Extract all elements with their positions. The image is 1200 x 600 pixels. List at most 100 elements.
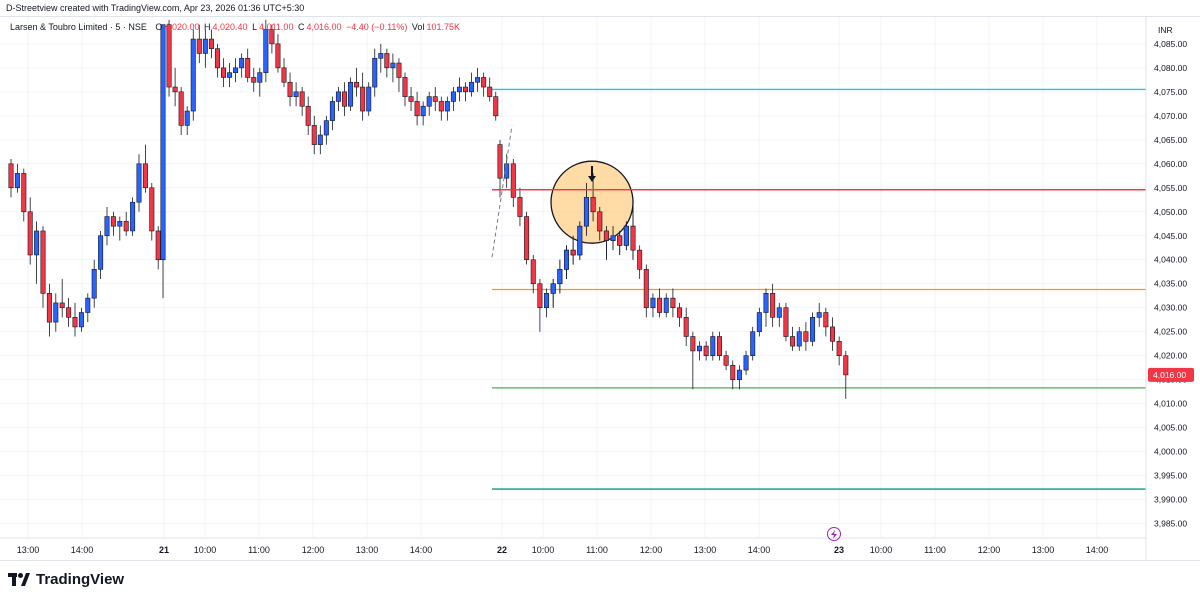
price-tick-label: 4,000.00	[1154, 447, 1187, 457]
candle	[776, 302, 782, 327]
candle-body	[530, 259, 536, 285]
candle	[281, 58, 287, 88]
candle-body	[8, 163, 14, 189]
candle-body	[475, 77, 481, 83]
candle-body	[221, 67, 227, 78]
candle-body	[110, 216, 116, 227]
lightning-icon[interactable]	[827, 527, 841, 541]
candle	[372, 48, 378, 97]
time-tick-label: 21	[159, 545, 169, 555]
candle-body	[53, 302, 59, 323]
candle	[402, 72, 408, 107]
candle-body	[227, 72, 233, 78]
candle-body	[299, 91, 305, 107]
candle	[305, 96, 311, 136]
candle	[577, 221, 583, 260]
candle	[524, 211, 530, 265]
candle	[763, 288, 769, 327]
low-value: 4,011.00	[259, 22, 294, 32]
candle	[208, 29, 214, 59]
candle	[21, 168, 27, 222]
candle	[335, 87, 341, 112]
candle-body	[577, 225, 583, 256]
candle	[743, 350, 749, 375]
chart-credit: D-Streetview created with TradingView.co…	[6, 3, 305, 13]
candle	[348, 77, 354, 112]
candle	[563, 245, 569, 279]
candle	[85, 293, 91, 323]
candle	[736, 365, 742, 390]
current-price-label: 4,016.00	[1153, 370, 1186, 380]
candle	[657, 288, 663, 318]
candle-body	[420, 105, 426, 117]
candle-body	[136, 163, 142, 203]
candle	[130, 197, 136, 236]
candle-body	[149, 187, 155, 232]
candle-body	[623, 225, 629, 246]
time-tick-label: 11:00	[924, 545, 946, 555]
candle	[40, 226, 46, 308]
candle	[544, 288, 550, 318]
candle-body	[469, 81, 475, 93]
tradingview-logo[interactable]: TradingView	[8, 571, 124, 588]
candle-body	[378, 53, 384, 59]
candle	[497, 139, 503, 198]
candle-body	[130, 201, 136, 232]
candle	[27, 197, 33, 265]
time-tick-label: 10:00	[532, 545, 555, 555]
time-tick-label: 11:00	[248, 545, 270, 555]
candle-body	[348, 81, 354, 107]
time-tick-label: 10:00	[870, 545, 893, 555]
candle-body	[263, 29, 269, 73]
candle	[311, 115, 317, 155]
volume-value: 101.75K	[426, 22, 460, 32]
candle-body	[803, 331, 809, 342]
time-tick-label: 11:00	[586, 545, 608, 555]
candle-body	[34, 230, 40, 256]
time-tick-label: 14:00	[410, 545, 433, 555]
candle	[378, 43, 384, 73]
candle-body	[104, 216, 110, 237]
time-tick-label: 12:00	[640, 545, 663, 555]
candle-body	[630, 225, 636, 251]
candle	[810, 312, 816, 347]
candle	[487, 77, 493, 102]
candle	[384, 48, 390, 78]
candle-body	[663, 297, 669, 313]
candle	[756, 307, 762, 337]
price-tick-label: 3,995.00	[1154, 471, 1187, 481]
candle-series	[8, 19, 849, 399]
candle	[462, 82, 468, 102]
candle-body	[27, 211, 33, 256]
candle	[396, 58, 402, 92]
time-tick-label: 23	[834, 545, 844, 555]
time-axis: 13:00 14:00 21 10:00 11:00 12:00 13:00 14:00 22 1…	[0, 537, 1146, 555]
candle	[104, 206, 110, 246]
candle-body	[816, 312, 822, 318]
candle	[245, 48, 251, 83]
candle-body	[366, 86, 372, 112]
candle	[650, 293, 656, 318]
candle	[257, 67, 263, 97]
candle-body	[650, 297, 656, 309]
time-tick-label: 13:00	[694, 545, 717, 555]
candle-body	[245, 57, 251, 78]
candle	[456, 77, 462, 102]
candle-body	[750, 331, 756, 356]
candle-body	[66, 307, 72, 318]
candle	[420, 101, 426, 126]
candle-body	[233, 67, 239, 73]
candle-body	[202, 38, 208, 54]
candle-body	[670, 297, 676, 309]
candle	[72, 302, 78, 337]
symbol-name[interactable]: Larsen & Toubro Limited · 5 · NSE	[10, 22, 147, 32]
candle	[623, 221, 629, 251]
candle-body	[690, 336, 696, 352]
candle-body	[372, 57, 378, 88]
candle-body	[287, 81, 293, 97]
candle-body	[98, 235, 104, 270]
close-label: C	[297, 22, 305, 32]
candle	[136, 154, 142, 212]
candle	[643, 264, 649, 318]
